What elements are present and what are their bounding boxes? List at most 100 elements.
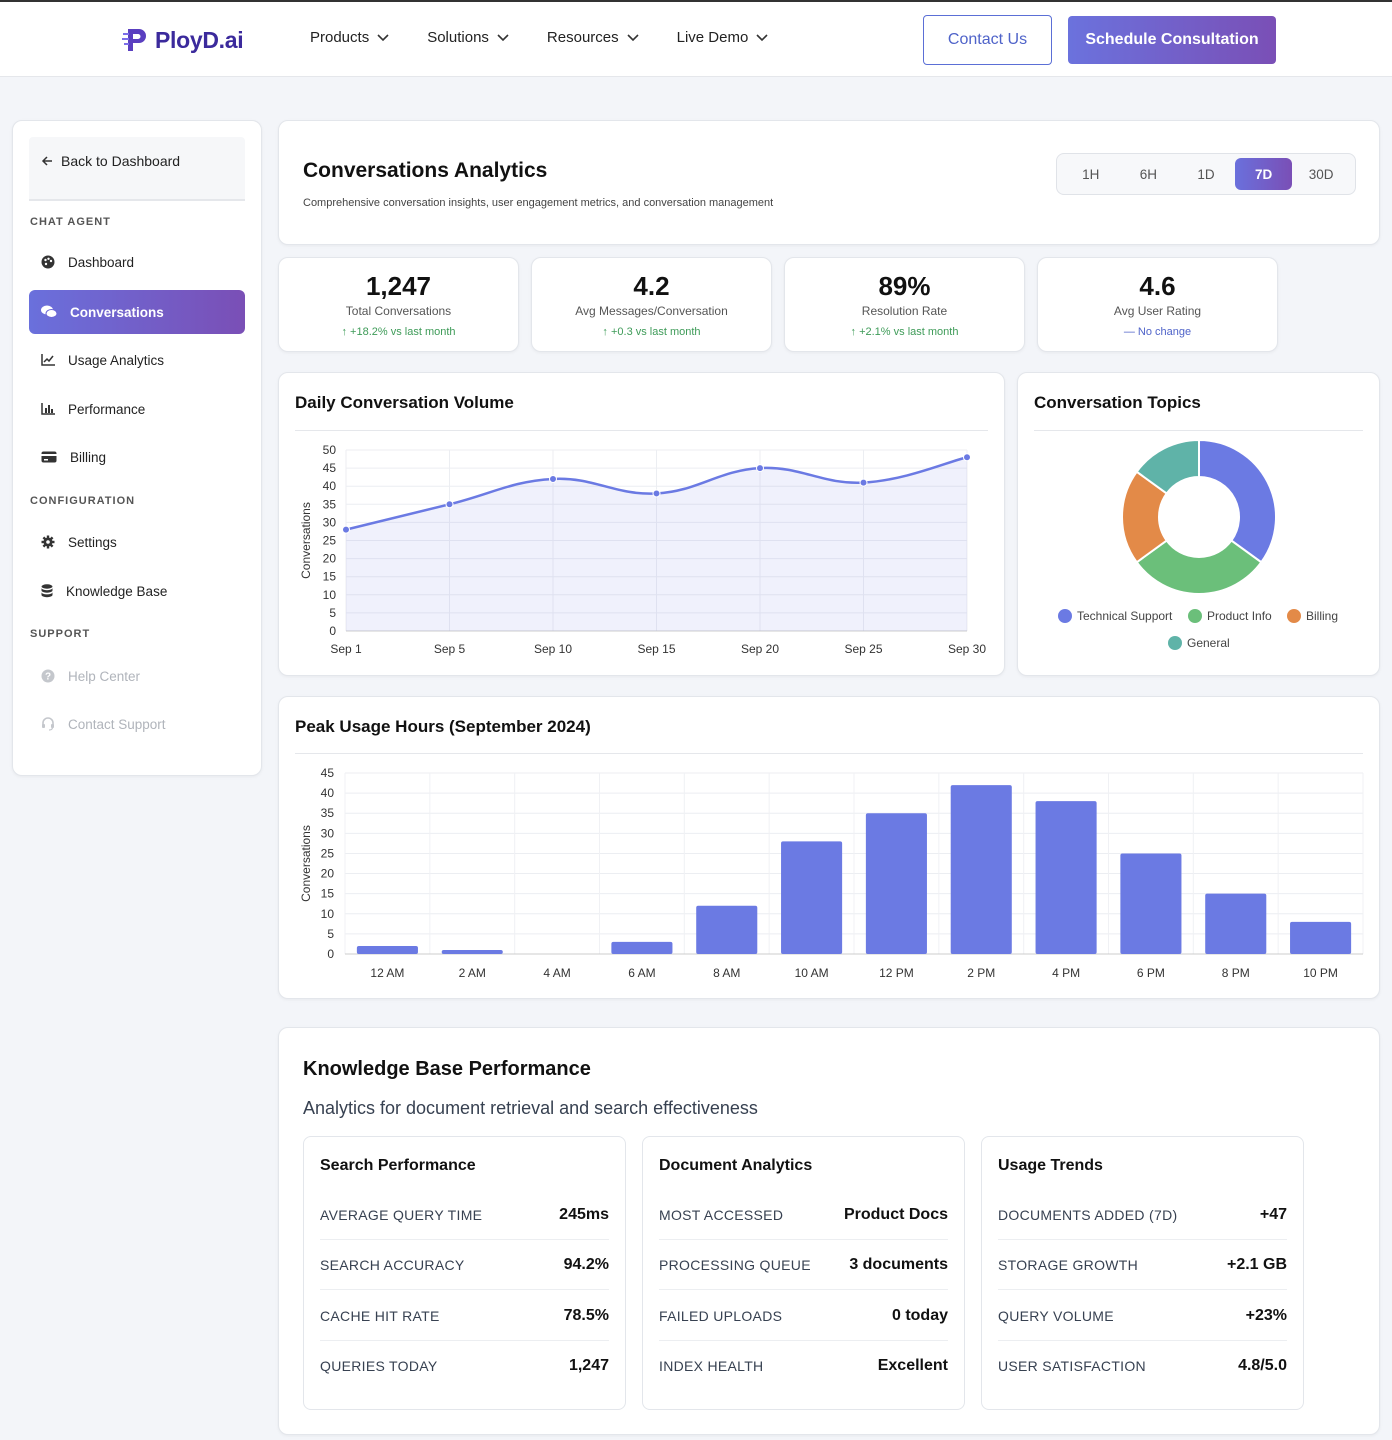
sidebar-item-label: Billing <box>70 449 107 465</box>
x-tick-label: Sep 30 <box>948 642 986 656</box>
divider <box>295 753 1363 754</box>
peak-usage-panel: Peak Usage Hours (September 2024) 0 5 10 15… <box>278 696 1380 999</box>
sidebar-item-label: Performance <box>68 401 146 417</box>
data-point <box>342 525 350 534</box>
nav-live-demo[interactable]: Live Demo <box>677 29 769 46</box>
y-axis-label: Conversations <box>299 825 313 902</box>
page-header: Conversations Analytics Comprehensive co… <box>278 120 1380 245</box>
headset-icon <box>42 717 54 731</box>
stat-card-total-conversations: 1,247 Total Conversations ↑ +18.2% vs la… <box>278 257 519 352</box>
sidebar-item-performance[interactable]: Performance <box>29 387 245 431</box>
bar <box>696 905 758 954</box>
sidebar-item-help-center[interactable]: ? Help Center <box>29 654 245 698</box>
contact-us-button[interactable]: Contact Us <box>923 15 1052 65</box>
back-label: Back to Dashboard <box>61 153 181 169</box>
metric-row: PROCESSING QUEUE 3 documents <box>659 1240 948 1290</box>
stat-label: Resolution Rate <box>861 304 948 318</box>
card-title: Usage Trends <box>998 1157 1103 1174</box>
topics-panel: Conversation Topics Technical Support Pr… <box>1017 372 1380 676</box>
metric-row: SEARCH ACCURACY 94.2% <box>320 1240 609 1290</box>
legend-technical-support[interactable]: Technical Support <box>1058 609 1172 623</box>
data-point <box>756 464 764 473</box>
bar <box>950 785 1012 954</box>
sidebar-item-conversations[interactable]: Conversations <box>29 290 245 334</box>
sidebar: Back to Dashboard CHAT AGENT Dashboard C… <box>12 120 262 776</box>
legend-swatch <box>1058 609 1072 623</box>
x-tick-label: 6 PM <box>1137 966 1165 980</box>
sidebar-item-settings[interactable]: Settings <box>29 520 245 564</box>
range-1d[interactable]: 1D <box>1197 166 1215 182</box>
schedule-consultation-button[interactable]: Schedule Consultation <box>1068 16 1276 64</box>
sidebar-item-usage-analytics[interactable]: Usage Analytics <box>29 338 245 382</box>
card-title: Search Performance <box>320 1157 476 1174</box>
y-tick-label: 20 <box>321 867 335 881</box>
x-tick-label: 8 AM <box>713 966 740 980</box>
sidebar-item-billing[interactable]: Billing <box>29 435 245 479</box>
range-30d[interactable]: 30D <box>1308 166 1334 182</box>
y-tick-label: 45 <box>323 461 337 475</box>
nav-resources[interactable]: Resources <box>547 29 639 46</box>
donut-chart <box>1121 438 1277 595</box>
data-point <box>445 500 454 509</box>
bar-chart: 0 5 10 15 20 25 30 35 40 45 Conversations 12 AM 2 AM… <box>299 766 1364 980</box>
x-tick-label: Sep 5 <box>434 642 466 656</box>
bar <box>865 813 927 954</box>
metric-row: CACHE HIT RATE 78.5% <box>320 1291 609 1341</box>
legend-billing[interactable]: Billing <box>1287 609 1338 623</box>
legend-general[interactable]: General <box>1168 636 1230 650</box>
metric-value: +47 <box>1259 1205 1287 1223</box>
series-area <box>346 457 967 631</box>
document-analytics-card: Document Analytics MOST ACCESSED Product … <box>642 1136 965 1410</box>
metric-label: INDEX HEALTH <box>659 1358 764 1374</box>
brand-logo[interactable]: PloyD.ai <box>122 26 244 54</box>
legend-label: Product Info <box>1207 609 1272 623</box>
y-tick-label: 10 <box>321 907 335 921</box>
stat-card-resolution-rate: 89% Resolution Rate ↑ +2.1% vs last mont… <box>784 257 1025 352</box>
data-point <box>652 489 661 498</box>
bar <box>441 949 503 954</box>
comments-icon <box>41 305 57 318</box>
time-range-selector: 1H 6H 1D 7D 30D <box>1056 153 1356 195</box>
metric-label: USER SATISFACTION <box>998 1358 1146 1374</box>
x-tick-label: Sep 20 <box>741 642 779 656</box>
arrow-left-icon <box>41 156 52 166</box>
bar-chart-icon <box>41 403 55 415</box>
sidebar-item-contact-support[interactable]: Contact Support <box>29 702 245 746</box>
knowledge-base-panel: Knowledge Base Performance Analytics for… <box>278 1027 1380 1435</box>
card-title: Document Analytics <box>659 1157 813 1174</box>
y-tick-label: 15 <box>323 570 337 584</box>
back-to-dashboard-link[interactable]: Back to Dashboard <box>29 137 245 201</box>
credit-card-icon <box>41 451 57 463</box>
metric-label: AVERAGE QUERY TIME <box>320 1206 483 1223</box>
divider <box>1034 430 1363 431</box>
metric-label: SEARCH ACCURACY <box>320 1256 465 1273</box>
y-tick-label: 30 <box>323 515 337 529</box>
y-tick-label: 5 <box>327 927 334 941</box>
page-title: Conversations Analytics <box>303 159 548 182</box>
legend-product-info[interactable]: Product Info <box>1188 609 1272 623</box>
metric-row: USER SATISFACTION 4.8/5.0 <box>998 1341 1287 1391</box>
sidebar-item-dashboard[interactable]: Dashboard <box>29 240 245 284</box>
sidebar-item-knowledge-base[interactable]: Knowledge Base <box>29 569 245 613</box>
stat-change: — No change <box>1123 326 1192 338</box>
sidebar-item-label: Conversations <box>70 304 164 320</box>
range-1h[interactable]: 1H <box>1082 166 1100 182</box>
pie-slice <box>1135 438 1200 495</box>
x-tick-label: 10 AM <box>795 966 829 980</box>
x-tick-label: Sep 10 <box>534 642 572 656</box>
range-6h[interactable]: 6H <box>1139 166 1158 182</box>
kb-title: Knowledge Base Performance <box>303 1058 591 1080</box>
nav-label: Solutions <box>427 29 489 46</box>
daily-volume-panel: Daily Conversation Volume 0 5 10 15 20 25 30 35… <box>278 372 1005 676</box>
nav-solutions[interactable]: Solutions <box>427 29 509 46</box>
x-tick-label: 4 PM <box>1052 966 1080 980</box>
nav-products[interactable]: Products <box>310 29 389 46</box>
stat-change: ↑ +18.2% vs last month <box>341 326 456 338</box>
ployd-logo-icon <box>122 29 146 51</box>
metric-label: PROCESSING QUEUE <box>659 1256 811 1273</box>
y-tick-label: 15 <box>321 887 335 901</box>
legend-swatch <box>1287 609 1301 623</box>
chevron-down-icon <box>756 33 768 41</box>
chevron-down-icon <box>627 33 639 41</box>
range-7d[interactable]: 7D <box>1234 158 1293 190</box>
